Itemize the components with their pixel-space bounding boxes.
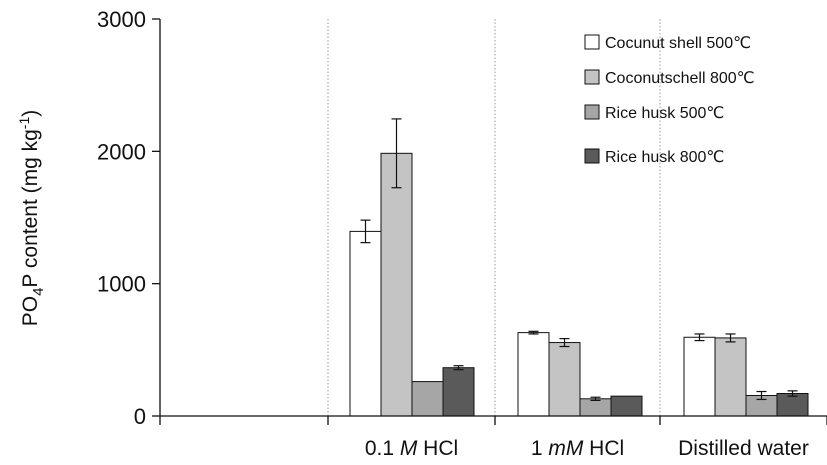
y-axis-title: PO4P content (mg kg-1) (16, 110, 47, 327)
error-bars (360, 118, 798, 401)
bar-series-3-cat-3 (776, 393, 809, 417)
bars (349, 152, 809, 417)
x-category-label-part: HCl (417, 437, 458, 460)
x-category-label-part: 0.1 (365, 437, 400, 460)
bar-series-0-cat-2 (517, 332, 550, 417)
x-category-label-part: Distilled water (678, 437, 809, 460)
bar-series-1-cat-1 (380, 152, 413, 417)
bar-series-2-cat-2 (579, 398, 612, 417)
y-axis-title-main: PO (19, 296, 42, 326)
y-axis-label-group: PO4P content (mg kg-1) (16, 110, 47, 327)
bar-series-0-cat-1 (349, 230, 382, 417)
bar-series-3-cat-1 (442, 367, 475, 417)
x-category-label: Distilled water (678, 437, 809, 460)
legend-swatch (584, 34, 600, 50)
legend-label: Rice husk 500℃ (605, 105, 724, 122)
x-category-label-italic: M (400, 437, 418, 460)
legend-swatch (584, 148, 600, 164)
y-tick-label: 0 (134, 404, 146, 429)
y-tick-label: 1000 (97, 272, 146, 297)
x-category-label: 1 mM HCl (531, 437, 624, 460)
y-axis-title-subscript: 4 (30, 288, 47, 296)
x-category-label-part: 1 (531, 437, 549, 460)
y-axis-title-unit: P content (mg kg (19, 129, 42, 287)
legend-swatch (584, 104, 600, 120)
x-category-label-italic: mM (548, 437, 583, 460)
y-axis-title-superscript: -1 (16, 117, 32, 130)
y-axis: 0 1000 2000 3000 (97, 7, 161, 429)
y-tick-label: 3000 (97, 7, 146, 32)
y-axis-title-close: ) (19, 110, 42, 117)
legend-label: Coconutschell 800℃ (605, 70, 755, 87)
bar-series-3-cat-2 (610, 395, 643, 417)
legend-swatch (584, 69, 600, 85)
x-category-label-part: HCl (583, 437, 624, 460)
bar-series-0-cat-3 (683, 336, 716, 417)
legend-label: Cocunut shell 500℃ (605, 35, 751, 52)
x-category-label: 0.1 M HCl (365, 437, 458, 460)
bar-series-1-cat-3 (714, 337, 747, 417)
legend-label: Rice husk 800℃ (605, 149, 724, 166)
legend: Cocunut shell 500℃ Coconutschell 800℃ Rice… (584, 34, 755, 166)
y-tick-label: 2000 (97, 139, 146, 164)
bar-series-1-cat-2 (548, 342, 581, 417)
bar-series-2-cat-1 (411, 381, 444, 417)
